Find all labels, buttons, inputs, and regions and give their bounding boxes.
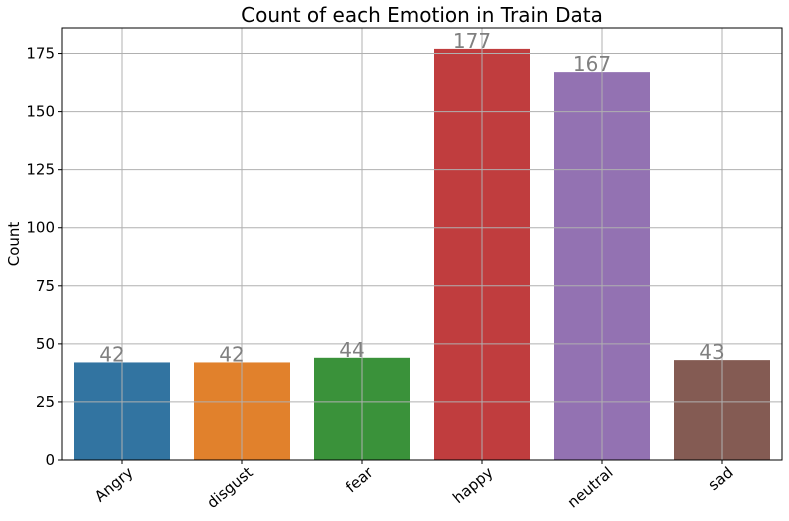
chart-title: Count of each Emotion in Train Data: [241, 3, 603, 27]
data-label: 177: [453, 29, 491, 53]
plot-frame: [61, 27, 783, 461]
data-label: 42: [99, 342, 124, 366]
data-labels: 42 42 44 177 167 43: [99, 29, 724, 367]
x-tick-label: disgust: [203, 463, 256, 512]
x-axis: Angry disgust fear happy neutral sad: [91, 460, 737, 512]
y-axis-label: Count: [5, 222, 23, 267]
x-tick-label: sad: [705, 463, 737, 494]
bars: [74, 48, 770, 461]
y-axis: 0 25 50 75 100 125 150 175: [26, 45, 62, 469]
y-tick-label: 125: [26, 161, 55, 179]
x-tick-label: happy: [449, 463, 496, 507]
x-tick-label: neutral: [564, 463, 617, 511]
x-tick-label: fear: [342, 463, 377, 497]
y-tick-label: 175: [26, 45, 55, 63]
data-label: 42: [219, 342, 244, 366]
data-label: 167: [573, 52, 611, 76]
y-tick-label: 0: [45, 451, 55, 469]
y-tick-label: 150: [26, 103, 55, 121]
data-label: 43: [699, 340, 724, 364]
data-label: 44: [339, 338, 364, 362]
y-tick-label: 75: [36, 277, 55, 295]
y-tick-label: 100: [26, 219, 55, 237]
y-tick-label: 50: [36, 335, 55, 353]
x-tick-label: Angry: [91, 463, 137, 505]
y-tick-label: 25: [36, 393, 55, 411]
